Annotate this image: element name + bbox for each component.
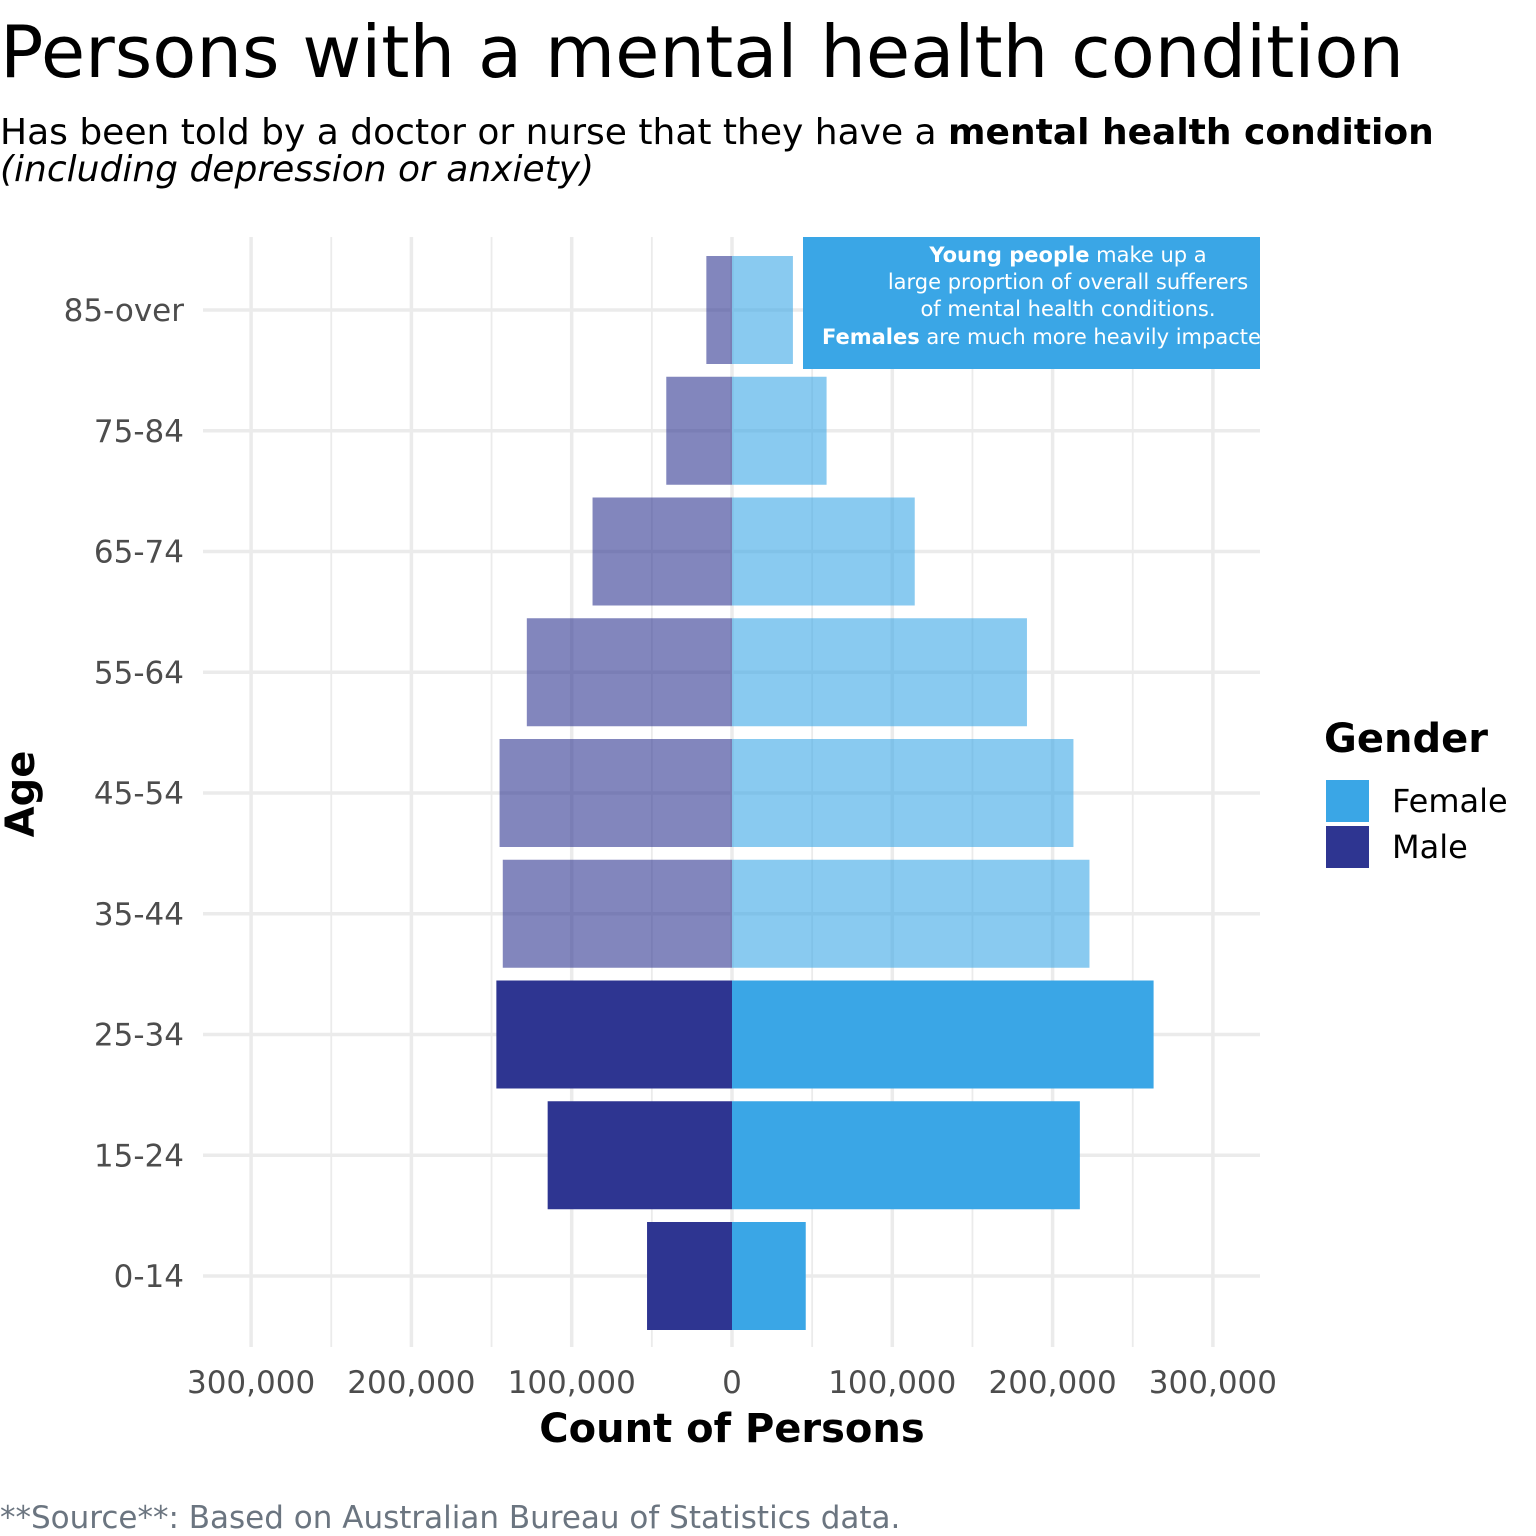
bar-male-0-14 xyxy=(647,1222,732,1330)
legend-swatch-female xyxy=(1326,780,1369,822)
chart-title: Persons with a mental health condition xyxy=(0,10,1404,94)
bar-female-75-84 xyxy=(732,376,827,485)
legend-swatch-male xyxy=(1326,826,1369,868)
x-axis-title: Count of Persons xyxy=(539,1406,924,1452)
source-caption: **Source**: Based on Australian Bureau o… xyxy=(0,1500,900,1536)
annotation-line-3: of mental health conditions. xyxy=(920,297,1215,321)
x-tick-label: 300,000 xyxy=(187,1365,315,1401)
y-tick-label: 55-64 xyxy=(94,655,184,691)
annotation-line-1: Young people make up a xyxy=(928,243,1206,267)
legend-title: Gender xyxy=(1324,716,1488,762)
annotation-emphasis-1: Young people xyxy=(928,243,1089,267)
legend: Gender Female Male xyxy=(1324,716,1508,868)
bar-female-85-over xyxy=(732,256,793,364)
plot-area: 0-14 15-24 25-34 35-44 45-54 55-64 65-74 75-84 8… xyxy=(64,237,1277,1401)
x-tick-label: 200,000 xyxy=(347,1365,475,1401)
bar-male-25-34 xyxy=(496,980,732,1089)
y-tick-label: 35-44 xyxy=(94,897,184,933)
bar-female-0-14 xyxy=(732,1222,806,1330)
bar-male-65-74 xyxy=(592,497,732,606)
x-tick-label: 100,000 xyxy=(508,1365,636,1401)
x-tick-label: 200,000 xyxy=(988,1365,1116,1401)
x-tick-label: 300,000 xyxy=(1149,1365,1277,1401)
y-tick-label: 15-24 xyxy=(94,1138,184,1174)
annotation-emphasis-4: Females xyxy=(822,325,920,349)
bar-male-15-24 xyxy=(547,1101,732,1210)
y-tick-label: 45-54 xyxy=(94,776,184,812)
x-axis-ticks: 300,000 200,000 100,000 0 100,000 200,000 300,… xyxy=(187,1365,1277,1401)
y-axis-title: Age xyxy=(0,751,44,838)
y-tick-label: 75-84 xyxy=(94,414,184,450)
chart-subtitle: Has been told by a doctor or nurse that … xyxy=(0,112,1434,153)
bar-male-75-84 xyxy=(666,376,732,485)
y-tick-label: 25-34 xyxy=(94,1018,184,1054)
bar-female-65-74 xyxy=(732,497,915,606)
bar-male-85-over xyxy=(706,256,732,364)
legend-label-female: Female xyxy=(1392,782,1508,820)
y-tick-label: 65-74 xyxy=(94,535,184,571)
bar-male-55-64 xyxy=(526,618,732,727)
bar-female-15-24 xyxy=(732,1101,1080,1210)
bar-female-45-54 xyxy=(732,739,1074,847)
y-tick-label: 85-over xyxy=(64,293,185,329)
bar-female-35-44 xyxy=(732,859,1090,968)
legend-label-male: Male xyxy=(1392,828,1468,866)
bar-female-55-64 xyxy=(732,618,1027,727)
y-axis-ticks: 0-14 15-24 25-34 35-44 45-54 55-64 65-74 75-84 8… xyxy=(64,293,185,1295)
bar-male-45-54 xyxy=(499,739,732,847)
annotation-text-4: are much more heavily impacted. xyxy=(920,325,1281,349)
annotation-text-1: make up a xyxy=(1089,243,1206,267)
bar-female-25-34 xyxy=(732,980,1154,1089)
x-tick-label: 0 xyxy=(722,1365,742,1401)
annotation-box: Young people make up a large proprtion o… xyxy=(803,237,1281,369)
subtitle-text: Has been told by a doctor or nurse that … xyxy=(0,112,948,153)
subtitle-emphasis: mental health condition xyxy=(948,112,1434,153)
y-tick-label: 0-14 xyxy=(114,1259,184,1295)
annotation-background xyxy=(803,237,1260,369)
bars xyxy=(496,256,1154,1330)
annotation-line-4: Females are much more heavily impacted. xyxy=(822,325,1281,349)
chart-subtitle-note: (including depression or anxiety) xyxy=(0,149,594,190)
x-tick-label: 100,000 xyxy=(828,1365,956,1401)
annotation-line-2: large proprtion of overall sufferers xyxy=(888,270,1248,294)
bar-male-35-44 xyxy=(502,859,732,968)
